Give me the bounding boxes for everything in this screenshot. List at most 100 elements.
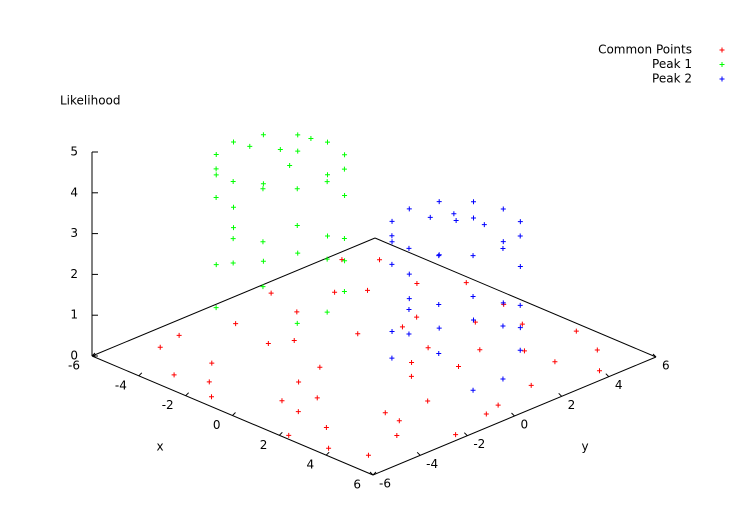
y-tick-label: -2: [473, 437, 485, 451]
point: [342, 152, 348, 158]
y-tick: [416, 451, 421, 456]
x-tick: [232, 412, 236, 416]
point: [213, 194, 219, 200]
point: [471, 199, 477, 205]
point: [436, 325, 442, 331]
point: [406, 206, 412, 212]
point: [500, 323, 506, 329]
point: [389, 355, 395, 361]
point: [519, 321, 525, 327]
point: [295, 250, 301, 256]
point: [471, 317, 477, 323]
point: [247, 143, 253, 149]
point: [332, 289, 338, 295]
point: [596, 368, 602, 374]
point: [377, 257, 383, 263]
point: [425, 345, 431, 351]
point: [517, 302, 523, 308]
point: [406, 307, 412, 313]
point: [171, 372, 177, 378]
point: [394, 433, 400, 439]
point: [521, 348, 527, 354]
z-axis-label: Likelihood: [60, 94, 121, 108]
point: [409, 359, 415, 365]
point: [481, 222, 487, 228]
point: [427, 214, 433, 220]
legend-marker: [719, 47, 725, 53]
point: [425, 398, 431, 404]
point: [451, 211, 457, 217]
point: [260, 284, 266, 290]
point: [260, 186, 266, 192]
point: [500, 376, 506, 382]
base-edge: [91, 237, 376, 357]
legend-label: Peak 2: [652, 72, 692, 86]
z-tick-label: 4: [70, 185, 78, 199]
point: [594, 347, 600, 353]
point: [287, 163, 293, 168]
point: [399, 324, 405, 330]
point: [209, 360, 215, 366]
point: [500, 239, 506, 245]
point: [341, 166, 347, 172]
point: [294, 186, 300, 192]
point: [517, 325, 523, 331]
point: [470, 253, 476, 259]
point: [517, 233, 523, 239]
point: [483, 411, 489, 417]
x-tick-label: 4: [307, 458, 315, 472]
point: [342, 258, 348, 264]
point: [339, 257, 345, 263]
point: [213, 305, 219, 311]
point: [471, 215, 477, 221]
x-axis-label: x: [156, 440, 163, 454]
y-tick: [463, 432, 468, 437]
x-tick-label: -6: [68, 359, 80, 373]
point: [308, 135, 314, 141]
x-tick-label: -4: [115, 378, 127, 392]
point: [453, 217, 459, 223]
point: [389, 328, 395, 334]
legend-marker: [719, 62, 725, 67]
point: [436, 252, 442, 258]
y-tick-label: -4: [426, 457, 438, 471]
y-tick: [652, 353, 657, 358]
x-tick: [91, 352, 96, 357]
point: [463, 280, 469, 286]
point: [500, 300, 506, 306]
z-tick-label: 2: [70, 267, 78, 281]
point: [295, 409, 301, 415]
point: [213, 262, 219, 268]
point: [495, 402, 501, 408]
y-tick-label: 0: [521, 418, 529, 432]
point: [456, 364, 462, 370]
point: [230, 260, 236, 266]
y-tick: [369, 471, 374, 476]
point: [265, 340, 271, 346]
point: [470, 387, 476, 393]
point: [406, 296, 412, 302]
y-tick: [558, 392, 563, 397]
x-tick-label: -2: [162, 398, 174, 412]
point: [233, 321, 239, 327]
point: [355, 331, 361, 337]
point: [436, 199, 442, 205]
point: [389, 239, 395, 245]
point: [406, 331, 412, 337]
point: [314, 395, 320, 401]
y-tick: [605, 373, 610, 378]
point: [325, 172, 330, 178]
y-axis-label: y: [581, 440, 588, 454]
point: [406, 271, 412, 277]
legend-marker: [719, 76, 725, 82]
point: [294, 320, 300, 326]
point: [406, 245, 412, 251]
point: [230, 236, 236, 242]
point: [573, 328, 579, 334]
point: [389, 261, 395, 267]
x-tick: [325, 451, 330, 456]
point: [176, 332, 182, 338]
point: [365, 287, 371, 293]
